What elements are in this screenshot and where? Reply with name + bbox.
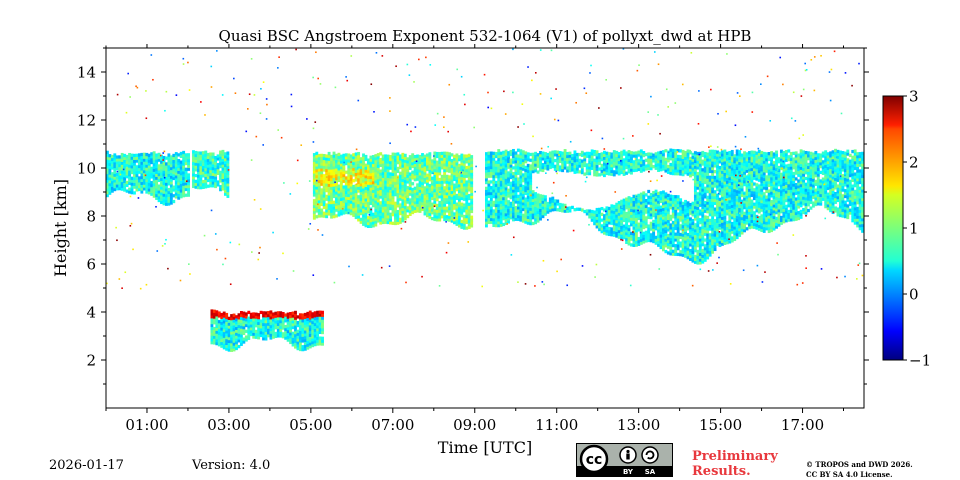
preliminary-line-2: Results. (692, 464, 751, 479)
y-tick-label: 12 (77, 112, 96, 130)
x-axis-label: Time [UTC] (438, 438, 532, 457)
layer-low-aerosol (210, 309, 324, 352)
colorbar-tick-label: 1 (909, 220, 919, 238)
x-tick-label: 11:00 (535, 416, 578, 434)
preliminary-line-1: Preliminary (692, 449, 778, 464)
cc-license-badge[interactable]: cc BY SA (576, 443, 673, 477)
x-tick-label: 03:00 (207, 416, 250, 434)
copyright-line-2: CC BY SA 4.0 License. (806, 470, 893, 479)
colorbar-ticks: 3 2 1 0 −1 (903, 88, 931, 370)
y-tick-label: 8 (86, 208, 96, 226)
chart-title: Quasi BSC Angstroem Exponent 532-1064 (V… (219, 27, 752, 45)
sa-share-icon (641, 446, 659, 464)
layer-cirrus-early-2 (192, 149, 230, 198)
copyright-line-1: © TROPOS and DWD 2026. (806, 460, 913, 469)
x-tick-label: 01:00 (125, 416, 168, 434)
cc-by-label: BY (623, 468, 634, 476)
y-tick-label: 6 (86, 256, 96, 274)
cc-logo-icon (579, 444, 609, 474)
y-tick-label: 14 (77, 64, 96, 82)
x-tick-label: 09:00 (453, 416, 496, 434)
colorbar-tick-label: 3 (909, 88, 919, 106)
cc-sa-label: SA (645, 468, 656, 476)
x-axis-ticks: 01:00 03:00 05:00 07:00 09:00 11:00 13:00 15:00… (105, 44, 845, 434)
cc-logo-text: cc (586, 452, 603, 468)
y-tick-label: 2 (86, 352, 96, 370)
colorbar-tick-label: −1 (909, 352, 931, 370)
x-tick-label: 15:00 (699, 416, 742, 434)
layer-cirrus-main (312, 151, 474, 230)
x-tick-label: 07:00 (371, 416, 414, 434)
preliminary-results-note: Preliminary Results. (692, 449, 778, 479)
plot-frame (105, 47, 865, 409)
copyright-note: © TROPOS and DWD 2026. CC BY SA 4.0 Lice… (806, 460, 913, 480)
y-tick-label: 4 (86, 304, 96, 322)
footer-version: Version: 4.0 (192, 458, 271, 473)
y-axis-ticks: 2 4 6 8 10 12 14 (77, 47, 869, 385)
heatmap-layers (106, 48, 864, 352)
layer-cirrus-early (106, 150, 190, 206)
noise-points (106, 48, 864, 290)
x-tick-label: 05:00 (289, 416, 332, 434)
colorbar-tick-label: 2 (909, 154, 919, 172)
layer-cirrus-late (485, 148, 864, 265)
x-tick-label: 13:00 (617, 416, 660, 434)
y-tick-label: 10 (77, 160, 96, 178)
colorbar-tick-label: 0 (909, 286, 919, 304)
colorbar (882, 95, 904, 361)
y-axis-label: Height [km] (51, 179, 70, 277)
footer-date: 2026-01-17 (49, 458, 124, 473)
x-tick-label: 17:00 (781, 416, 824, 434)
